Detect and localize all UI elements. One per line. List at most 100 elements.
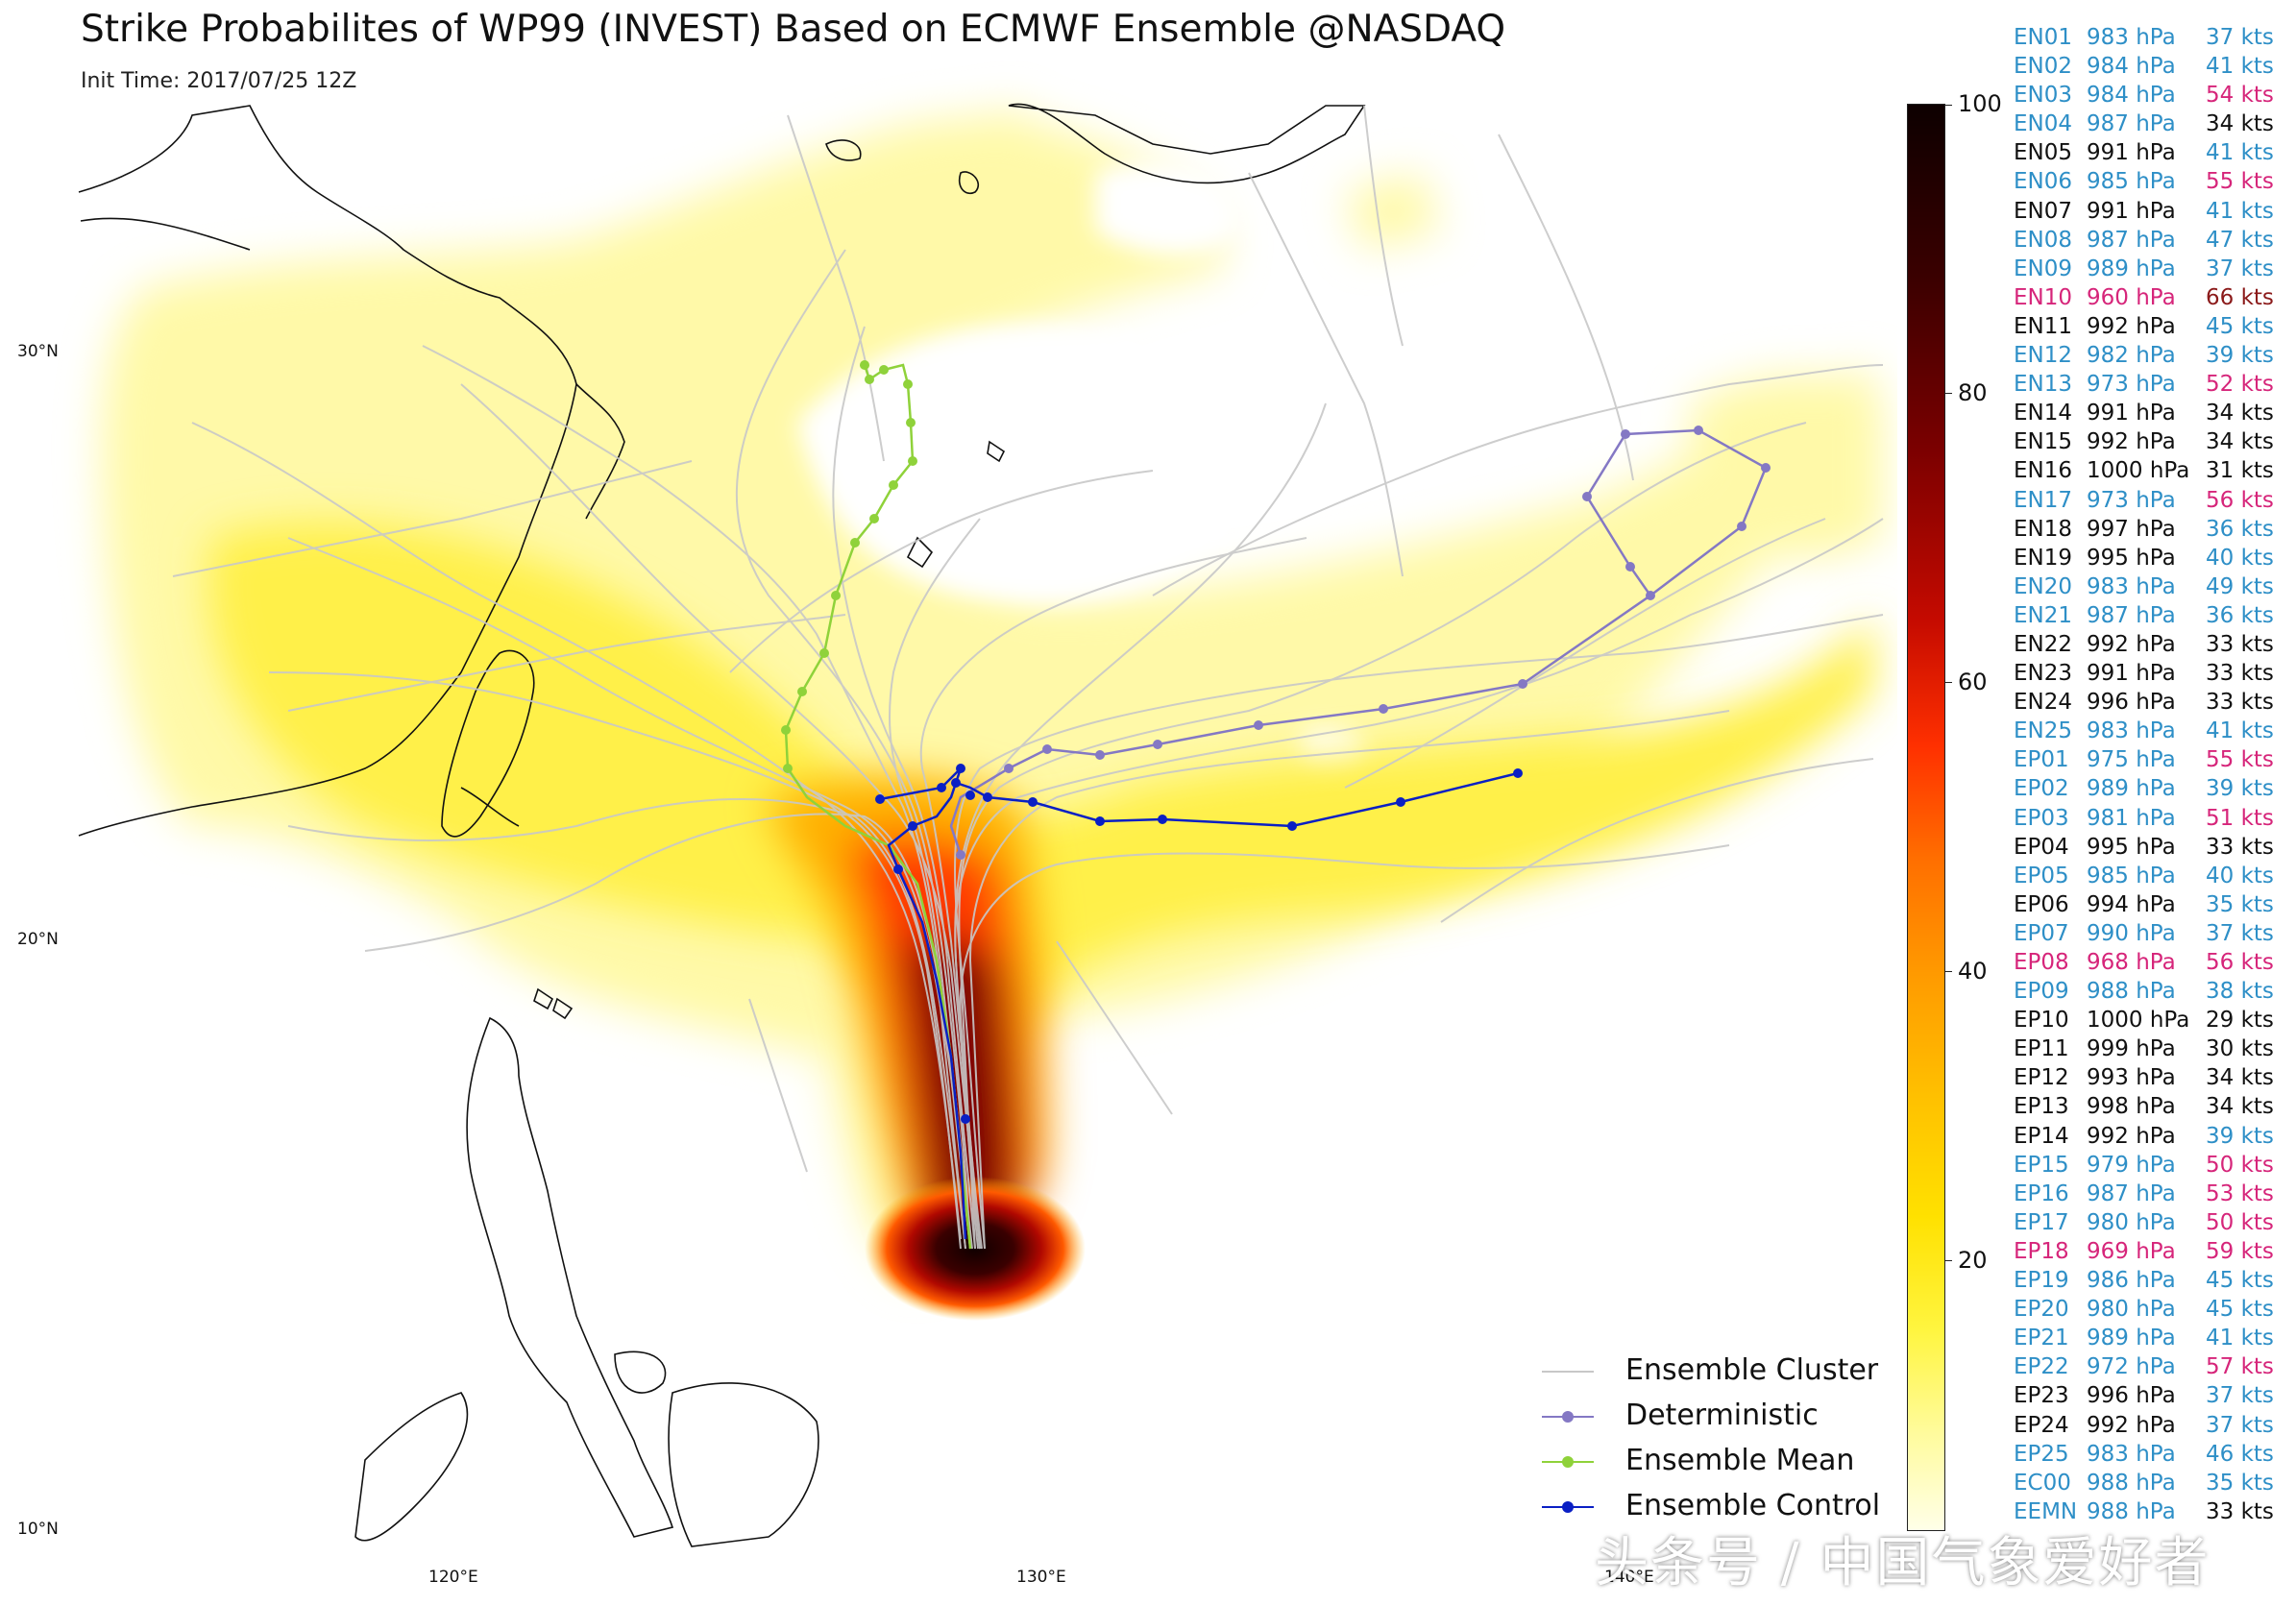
member-id: EP23 bbox=[2014, 1383, 2069, 1409]
member-pressure: 1000 hPa bbox=[2087, 1008, 2190, 1034]
member-pressure: 992 hPa bbox=[2087, 1412, 2176, 1438]
member-row: EN24 996 hPa 33 kts bbox=[2014, 690, 2292, 718]
member-pressure: 980 hPa bbox=[2087, 1297, 2176, 1323]
member-row: EN14 991 hPa 34 kts bbox=[2014, 401, 2292, 429]
member-row: EP20 980 hPa 45 kts bbox=[2014, 1297, 2292, 1326]
member-row: EN02 984 hPa 41 kts bbox=[2014, 54, 2292, 83]
member-id: EN07 bbox=[2014, 198, 2073, 224]
member-wind: 33 kts bbox=[2206, 834, 2274, 860]
member-id: EEMN bbox=[2014, 1498, 2078, 1524]
member-id: EP14 bbox=[2014, 1123, 2069, 1149]
member-row: EN11 992 hPa 45 kts bbox=[2014, 314, 2292, 343]
member-pressure: 991 hPa bbox=[2087, 401, 2176, 426]
member-wind: 33 kts bbox=[2206, 690, 2274, 716]
member-pressure: 992 hPa bbox=[2087, 631, 2176, 657]
member-wind: 34 kts bbox=[2206, 401, 2274, 426]
member-id: EN24 bbox=[2014, 690, 2073, 716]
member-wind: 45 kts bbox=[2206, 313, 2274, 339]
legend-label: Ensemble Mean bbox=[1625, 1444, 1855, 1477]
member-row: EP08 968 hPa 56 kts bbox=[2014, 950, 2292, 979]
member-row: EN16 1000 hPa 31 kts bbox=[2014, 458, 2292, 487]
member-row: EN06 985 hPa 55 kts bbox=[2014, 169, 2292, 198]
member-wind: 41 kts bbox=[2206, 54, 2274, 80]
member-id: EN03 bbox=[2014, 83, 2073, 109]
member-id: EP07 bbox=[2014, 920, 2069, 946]
member-id: EP25 bbox=[2014, 1441, 2069, 1467]
member-wind: 45 kts bbox=[2206, 1297, 2274, 1323]
legend-label: Ensemble Control bbox=[1625, 1489, 1881, 1522]
member-row: EN12 982 hPa 39 kts bbox=[2014, 343, 2292, 372]
member-row: EP13 998 hPa 34 kts bbox=[2014, 1094, 2292, 1123]
member-pressure: 996 hPa bbox=[2087, 1383, 2176, 1409]
member-wind: 37 kts bbox=[2206, 25, 2274, 50]
member-wind: 41 kts bbox=[2206, 198, 2274, 224]
member-row: EP23 996 hPa 37 kts bbox=[2014, 1383, 2292, 1412]
colorbar-tick-100: 100 bbox=[1958, 90, 2002, 117]
member-wind: 34 kts bbox=[2206, 1065, 2274, 1091]
colorbar-tickmark bbox=[1944, 971, 1952, 972]
member-id: EN10 bbox=[2014, 284, 2073, 310]
colorbar-tick-80: 80 bbox=[1958, 379, 1988, 406]
member-wind: 45 kts bbox=[2206, 1268, 2274, 1294]
member-pressure: 987 hPa bbox=[2087, 1180, 2176, 1206]
legend-marker bbox=[1562, 1411, 1574, 1423]
member-pressure: 989 hPa bbox=[2087, 256, 2176, 281]
watermark: 头条号 / 中国气象爱好者 bbox=[1595, 1532, 2211, 1594]
member-pressure: 960 hPa bbox=[2087, 284, 2176, 310]
init-time: Init Time: 2017/07/25 12Z bbox=[81, 69, 357, 93]
member-pressure: 986 hPa bbox=[2087, 1268, 2176, 1294]
member-id: EP09 bbox=[2014, 979, 2069, 1005]
member-wind: 31 kts bbox=[2206, 458, 2274, 484]
member-row: EP24 992 hPa 37 kts bbox=[2014, 1413, 2292, 1442]
colorbar-tickmark bbox=[1944, 682, 1952, 683]
member-id: EN06 bbox=[2014, 169, 2073, 195]
member-pressure: 983 hPa bbox=[2087, 25, 2176, 50]
colorbar-tick-20: 20 bbox=[1958, 1247, 1988, 1274]
member-wind: 59 kts bbox=[2206, 1238, 2274, 1264]
deterministic-track bbox=[949, 426, 1771, 860]
member-pressure: 983 hPa bbox=[2087, 573, 2176, 599]
member-row: EN17 973 hPa 56 kts bbox=[2014, 488, 2292, 517]
member-id: EN15 bbox=[2014, 429, 2073, 455]
member-wind: 56 kts bbox=[2206, 487, 2274, 513]
member-row: EN18 997 hPa 36 kts bbox=[2014, 517, 2292, 546]
probability-swath bbox=[102, 106, 1883, 1278]
member-row: EN25 983 hPa 41 kts bbox=[2014, 718, 2292, 747]
legend-line-swatch bbox=[1542, 1371, 1594, 1373]
member-wind: 39 kts bbox=[2206, 343, 2274, 369]
member-pressure: 988 hPa bbox=[2087, 1470, 2176, 1496]
member-pressure: 993 hPa bbox=[2087, 1065, 2176, 1091]
lat-label-20n: 20°N bbox=[17, 930, 59, 949]
member-id: EP11 bbox=[2014, 1036, 2069, 1062]
member-id: EN17 bbox=[2014, 487, 2073, 513]
member-row: EN13 973 hPa 52 kts bbox=[2014, 372, 2292, 401]
member-wind: 56 kts bbox=[2206, 950, 2274, 975]
member-pressure: 979 hPa bbox=[2087, 1152, 2176, 1178]
legend-marker bbox=[1562, 1456, 1574, 1468]
member-id: EN08 bbox=[2014, 227, 2073, 253]
member-pressure: 996 hPa bbox=[2087, 690, 2176, 716]
member-pressure: 980 hPa bbox=[2087, 1209, 2176, 1235]
member-pressure: 992 hPa bbox=[2087, 1123, 2176, 1149]
member-id: EN01 bbox=[2014, 25, 2073, 50]
member-wind: 29 kts bbox=[2206, 1008, 2274, 1034]
member-pressure: 981 hPa bbox=[2087, 805, 2176, 831]
member-pressure: 973 hPa bbox=[2087, 372, 2176, 398]
ensemble-control-track bbox=[875, 764, 1523, 1240]
member-pressure: 984 hPa bbox=[2087, 54, 2176, 80]
member-row: EP15 979 hPa 50 kts bbox=[2014, 1153, 2292, 1181]
member-id: EP06 bbox=[2014, 891, 2069, 917]
member-row: EN01 983 hPa 37 kts bbox=[2014, 25, 2292, 54]
member-row: EN22 992 hPa 33 kts bbox=[2014, 632, 2292, 661]
member-id: EP10 bbox=[2014, 1008, 2069, 1034]
member-row: EP14 992 hPa 39 kts bbox=[2014, 1124, 2292, 1153]
member-id: EP19 bbox=[2014, 1268, 2069, 1294]
member-id: EN12 bbox=[2014, 343, 2073, 369]
member-pressure: 989 hPa bbox=[2087, 776, 2176, 802]
member-id: EP16 bbox=[2014, 1180, 2069, 1206]
colorbar-tickmark bbox=[1944, 105, 1952, 106]
member-wind: 34 kts bbox=[2206, 1094, 2274, 1120]
member-pressure: 987 hPa bbox=[2087, 111, 2176, 137]
member-row: EP19 986 hPa 45 kts bbox=[2014, 1268, 2292, 1297]
member-wind: 53 kts bbox=[2206, 1180, 2274, 1206]
